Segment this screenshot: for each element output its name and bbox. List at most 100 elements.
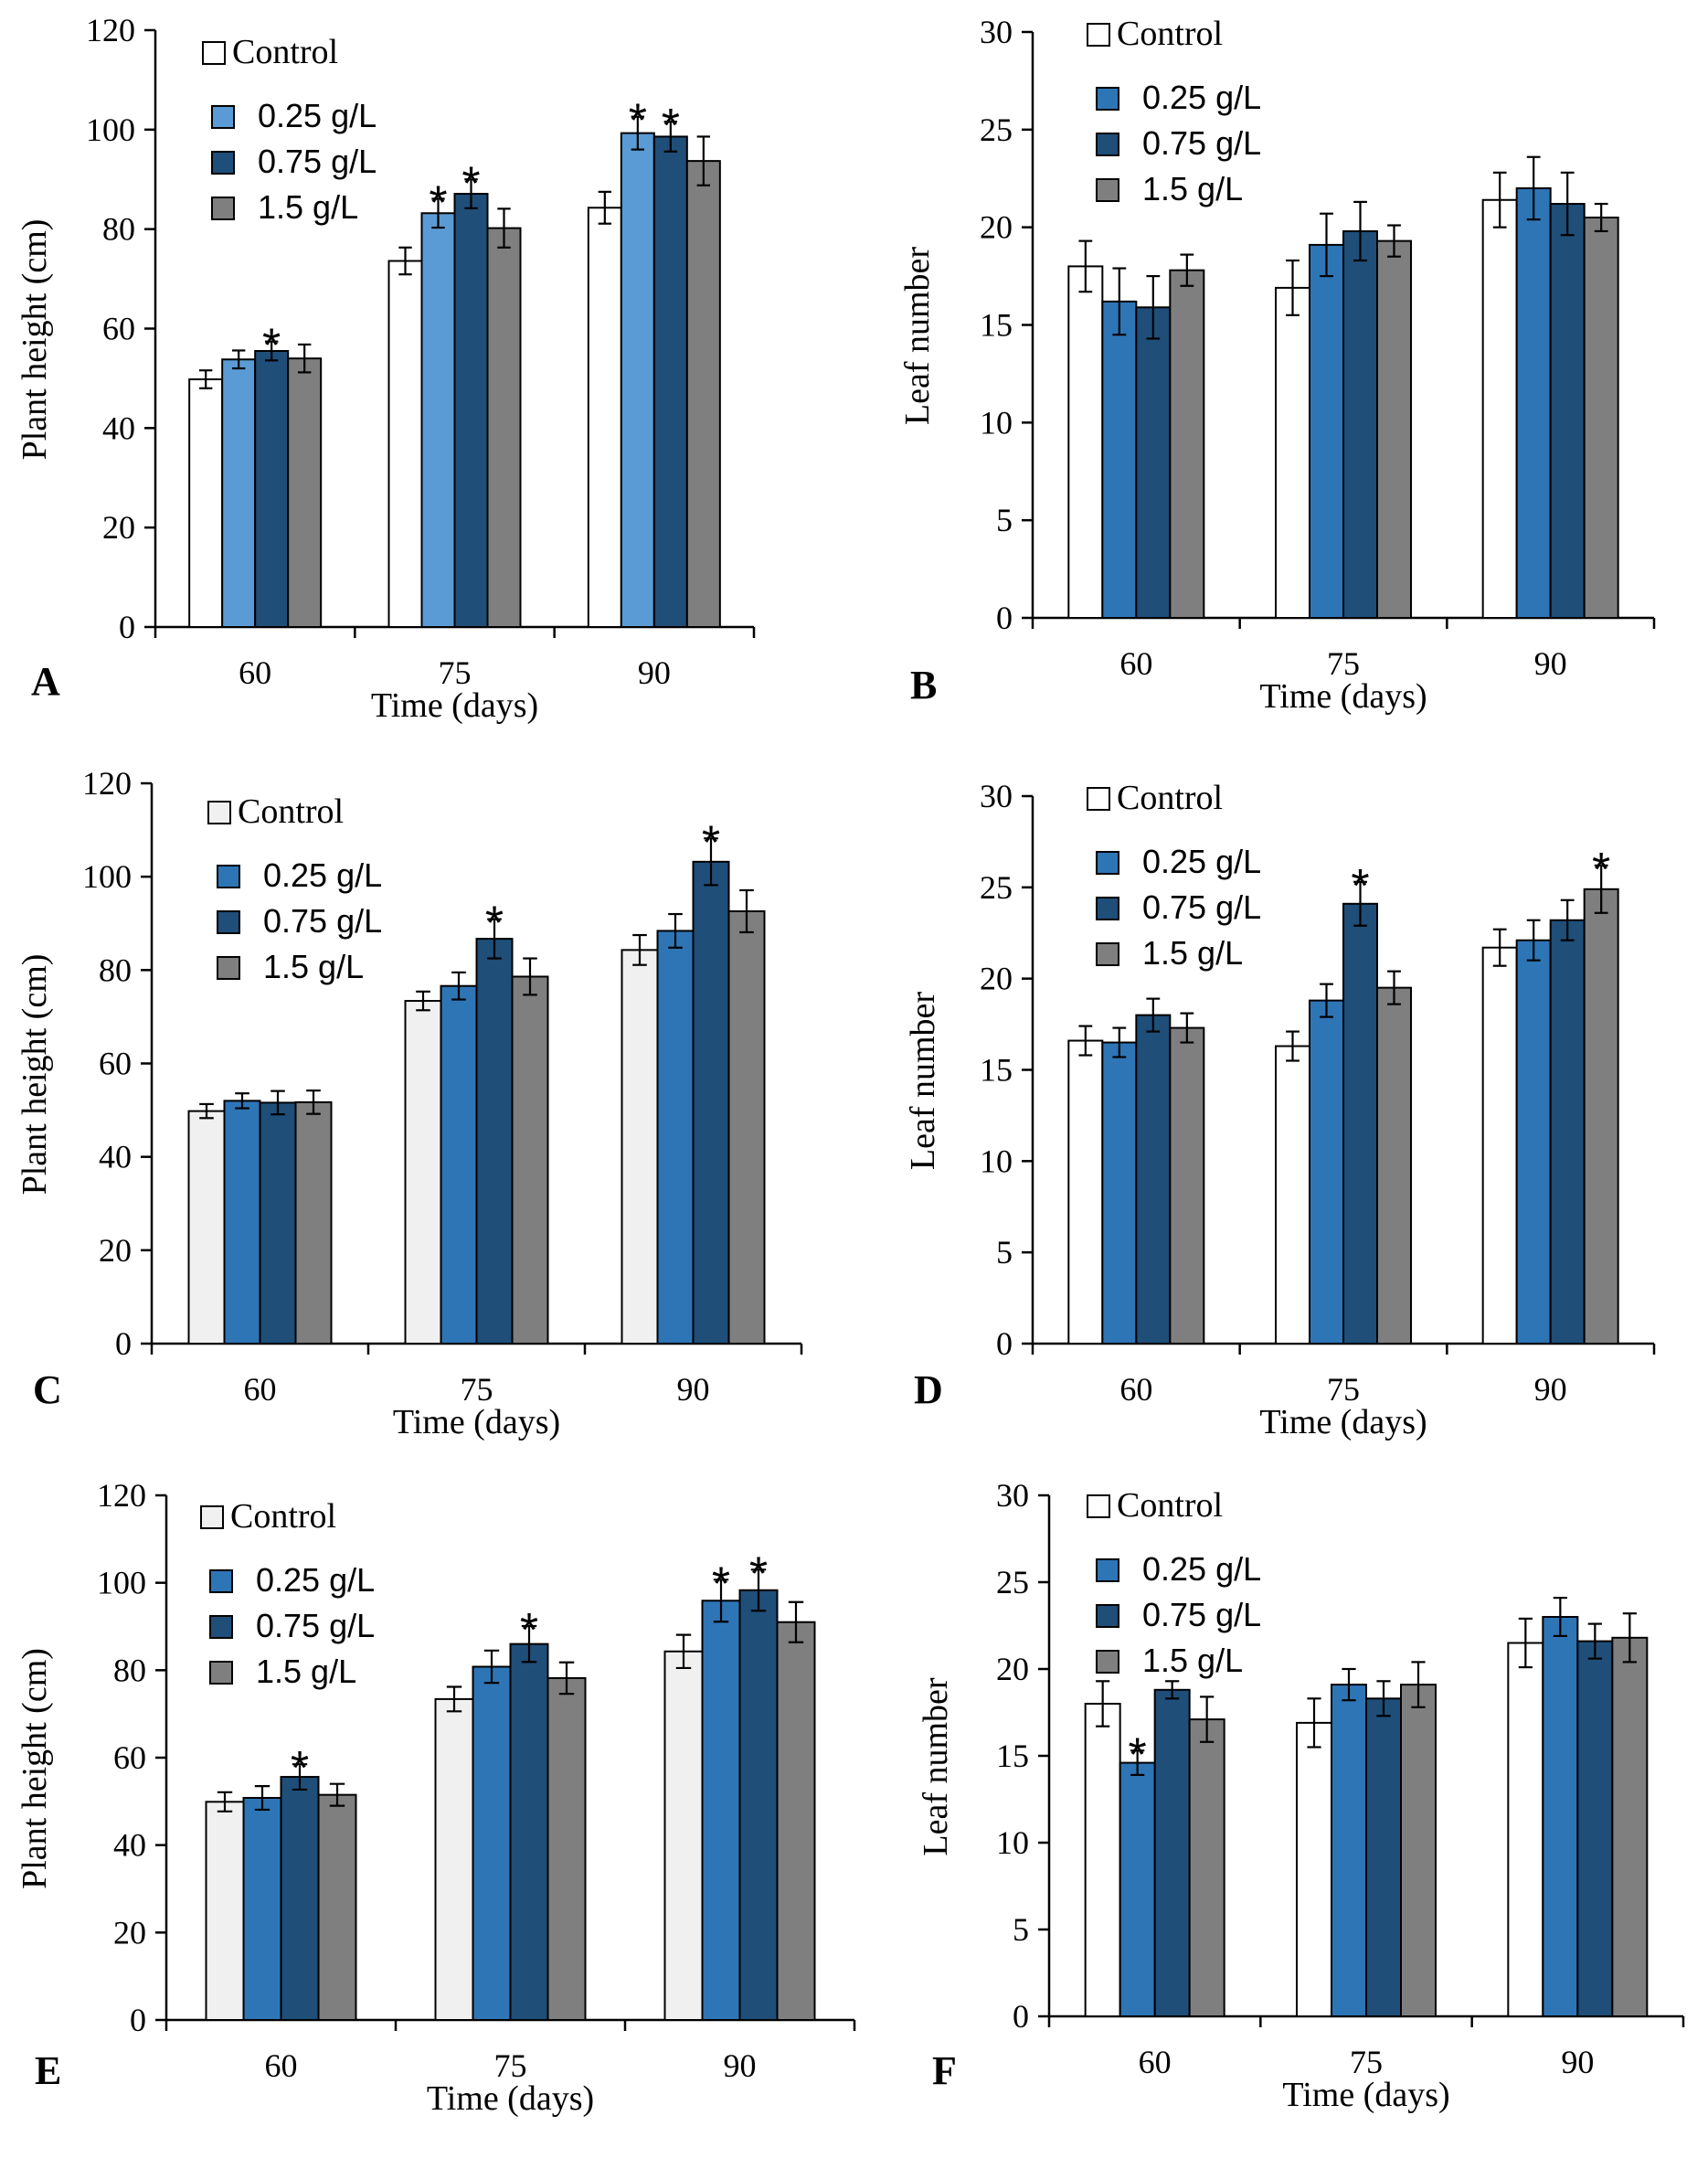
error-bar [1560, 171, 1575, 237]
x-tick-label: 90 [1534, 1371, 1567, 1408]
x-axis-title: Time (days) [371, 686, 538, 725]
x-axis-title: Time (days) [1259, 1403, 1427, 1441]
error-bar [1320, 983, 1333, 1018]
error-bar [446, 1685, 462, 1713]
x-tick-label: 75 [1327, 645, 1360, 682]
error-bar [1353, 880, 1367, 927]
bar [287, 357, 323, 628]
x-tick-label: 75 [461, 1371, 493, 1408]
legend: Control 0.25 g/L 0.75 g/L 1.5 g/L [207, 792, 382, 985]
y-tick-label: 20 [996, 1651, 1029, 1687]
error-bar [292, 1763, 308, 1791]
bar [440, 984, 478, 1345]
bar [656, 930, 695, 1345]
bar [259, 1101, 297, 1345]
x-tick-label: 60 [1119, 1371, 1152, 1408]
error-bar [1553, 1596, 1567, 1638]
bar [663, 1650, 704, 2021]
legend-swatch [1096, 1650, 1119, 1674]
y-axis-title: Leaf number [898, 247, 937, 426]
legend-label: 0.75 g/L [256, 1607, 375, 1644]
x-axis-title: Time (days) [427, 2079, 594, 2118]
bar [404, 1000, 442, 1345]
y-tick-label: 5 [996, 1234, 1013, 1270]
bar [1275, 1045, 1310, 1345]
bar [1067, 1039, 1104, 1345]
error-bar [416, 990, 430, 1012]
bar [1515, 939, 1552, 1345]
legend-label: 0.75 g/L [258, 143, 377, 180]
error-bar [1622, 1612, 1637, 1664]
legend-swatch [211, 151, 235, 175]
error-bar [1353, 200, 1367, 262]
x-tick-label: 75 [439, 654, 472, 691]
bar [420, 212, 456, 628]
error-bar [487, 918, 502, 960]
x-tick-label: 75 [494, 2047, 527, 2084]
bar [511, 975, 549, 1345]
error-bar [1526, 155, 1541, 221]
y-tick-label: 30 [980, 14, 1013, 50]
bar [776, 1621, 816, 2021]
legend-swatch [1087, 1494, 1110, 1518]
bar [1376, 239, 1412, 619]
legend-label: Control [1117, 15, 1223, 53]
error-bar [1130, 1749, 1145, 1777]
bar [1583, 216, 1619, 619]
bar [652, 135, 688, 628]
significance-star: * [749, 1547, 768, 1600]
significance-star: * [461, 157, 480, 210]
bar [387, 260, 423, 628]
legend-swatch [1096, 942, 1119, 966]
legend-label: Control [230, 1497, 336, 1536]
y-tick-label: 30 [996, 1477, 1029, 1514]
y-tick-label: 15 [980, 307, 1013, 344]
bar [1542, 1616, 1579, 2017]
bar [1067, 265, 1104, 619]
bar [221, 358, 257, 628]
y-tick-label: 20 [980, 209, 1013, 246]
legend-label: 0.25 g/L [1142, 843, 1261, 880]
y-tick-label: 0 [130, 2002, 146, 2038]
error-bar [1587, 1622, 1602, 1660]
significance-star: * [662, 100, 680, 153]
bar [1481, 198, 1518, 619]
x-tick-label: 90 [677, 1371, 710, 1408]
bar [188, 378, 224, 628]
error-bar [675, 1633, 692, 1670]
significance-star: * [262, 320, 281, 373]
legend-label: 0.75 g/L [1142, 124, 1261, 162]
error-bar [704, 837, 718, 887]
bar [1365, 1697, 1402, 2018]
error-bar [1307, 1697, 1321, 1749]
legend-swatch [1096, 851, 1119, 875]
legend-swatch [202, 41, 226, 65]
x-tick-label: 60 [1119, 645, 1152, 682]
y-tick-label: 60 [99, 1046, 132, 1082]
y-tick-label: 20 [99, 1232, 132, 1269]
error-bar [632, 933, 647, 966]
y-tick-label: 15 [996, 1738, 1029, 1774]
legend-swatch [209, 1569, 233, 1593]
legend-swatch [1087, 23, 1110, 47]
legend-label: 0.25 g/L [263, 856, 382, 894]
bar [453, 193, 489, 629]
bar [1135, 306, 1172, 619]
error-bar [1286, 259, 1300, 316]
significance-star: * [429, 176, 447, 229]
legend-label: 0.75 g/L [263, 902, 382, 940]
bar [294, 1100, 333, 1345]
y-tick-label: 80 [102, 211, 135, 248]
panel-d: 0 5 10 15 20 25 30 60 75 90 Time (days) Leaf number… [904, 778, 1656, 1441]
y-tick-label: 25 [980, 869, 1013, 906]
error-bar [264, 340, 279, 362]
y-axis-title: Plant height (cm) [16, 954, 54, 1196]
legend-swatch [217, 910, 240, 934]
legend-swatch [209, 1661, 233, 1685]
bar [1135, 1014, 1172, 1345]
error-bar [1286, 1030, 1300, 1062]
error-bar [1112, 1026, 1127, 1058]
legend-label: Control [232, 33, 338, 71]
error-bar [1320, 212, 1333, 278]
error-bar [231, 349, 246, 370]
